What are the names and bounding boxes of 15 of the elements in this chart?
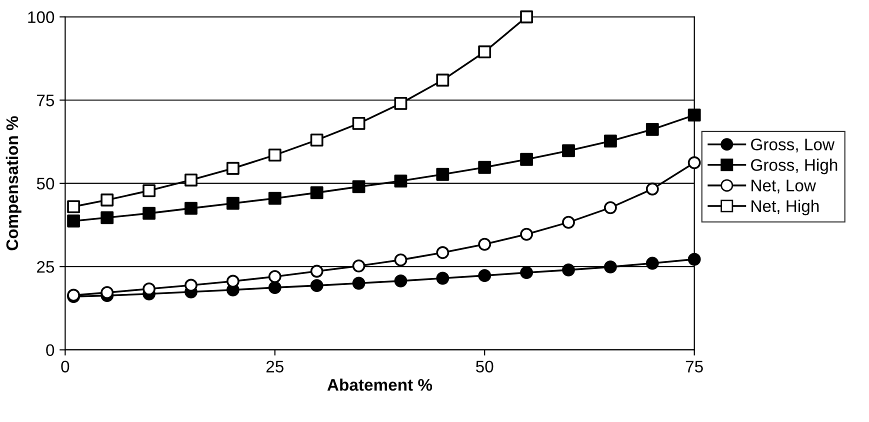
y-tick-label: 25	[37, 261, 54, 273]
x-axis-title: Abatement %	[327, 378, 432, 391]
x-tick-label: 50	[476, 360, 494, 372]
y-tick-label: 100	[28, 11, 54, 24]
x-tick-label: 25	[266, 360, 284, 372]
legend-label: Gross, Low	[751, 138, 835, 152]
y-axis-title: Compensation %	[6, 116, 22, 250]
x-tick-label: 0	[61, 360, 70, 372]
y-tick-label: 75	[37, 94, 54, 106]
legend-label: Net, High	[752, 200, 819, 216]
y-tick-label: 0	[46, 344, 54, 356]
legend-label: Net, Low	[752, 180, 816, 194]
y-tick-label: 50	[36, 178, 54, 190]
legend-label: Gross, High	[751, 158, 838, 174]
x-tick-label: 75	[686, 360, 703, 372]
